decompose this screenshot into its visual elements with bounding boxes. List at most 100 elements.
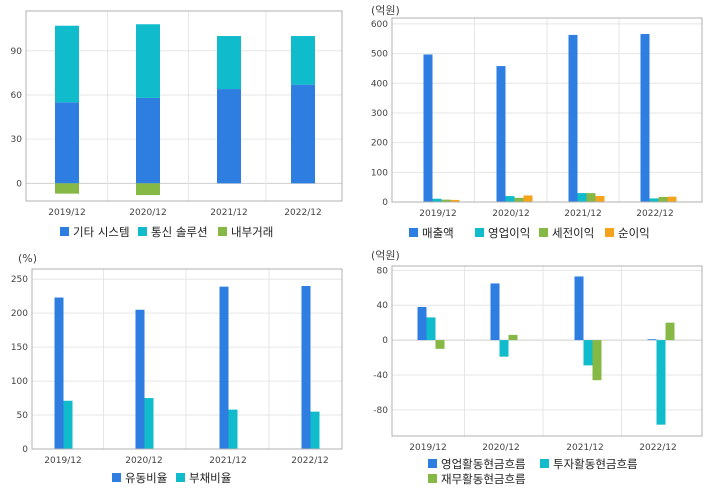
cashflow-chart: (억원) -80 -40 0 40 80 2019/12 2020/12 2021/12 2022… [371,249,703,486]
bar [301,285,311,449]
bar [435,340,445,349]
bar [144,398,154,449]
bar [135,309,145,449]
x-tick-label: 2021/12 [209,456,246,466]
bar [583,340,593,366]
bar [450,199,460,202]
x-tick-label: 2020/12 [482,443,519,453]
bar [658,196,668,202]
plot-frame [31,268,343,450]
plot-frame [25,10,343,202]
bar [592,340,602,381]
x-tick-label: 2019/12 [44,456,81,466]
bar [136,97,160,184]
legend-label: 세전이익 [552,226,594,240]
x-tick-label: 2021/12 [210,208,247,218]
bar [217,89,241,184]
bar [426,317,436,341]
unit-label: (억원) [371,4,400,17]
bar [490,283,500,341]
x-tick-label: 2021/12 [566,443,603,453]
bar [136,24,160,98]
legend-swatch [409,228,418,237]
legend-swatch [540,459,549,468]
legend: 유동비율 부채비율 [112,471,231,485]
bar [55,25,79,103]
x-tick-label: 2019/12 [409,443,446,453]
legend-label: 기타 시스템 [73,225,130,239]
bar [640,34,650,203]
x-tick-label: 2020/12 [492,209,529,219]
legend-swatch [218,227,227,236]
legend-swatch [428,474,437,483]
legend-swatch [605,228,614,237]
y-tick-label: 90 [11,47,23,57]
legend: 기타 시스템 통신 솔루션 내부거래 [60,225,273,239]
bar [665,322,675,341]
x-tick-label: 2022/12 [639,443,676,453]
bar [647,339,657,341]
y-tick-label: 0 [22,445,28,455]
bar [441,199,451,202]
plot-frame [391,17,703,203]
legend-swatch [112,473,121,482]
unit-label: (억원) [371,249,400,262]
bar [55,102,79,184]
y-tick-label: 100 [371,168,388,178]
y-tick-label: 150 [11,343,28,353]
bar [291,36,315,85]
y-tick-label: 40 [377,301,389,311]
bar [423,54,433,202]
x-tick-label: 2022/12 [636,209,673,219]
legend-label: 영업활동현금흐름 [441,457,526,471]
bar [508,334,518,341]
bar [577,193,587,202]
legend-label: 내부거래 [231,225,273,239]
bar [649,198,659,202]
bar [310,411,320,449]
x-tick-label: 2019/12 [48,208,85,218]
legend-swatch [138,227,147,236]
bar [417,306,427,341]
y-tick-label: -40 [373,371,388,381]
plot-frame [391,265,703,437]
y-tick-label: 60 [11,91,23,101]
y-tick-label: -80 [373,406,388,416]
y-tick-label: 50 [17,411,29,421]
bar [568,34,578,202]
y-tick-label: 0 [382,336,388,346]
bar [217,36,241,90]
bar [499,340,509,357]
bar [136,183,160,196]
legend-swatch [60,227,69,236]
bar [586,193,596,202]
y-tick-label: 600 [371,20,388,30]
bar [496,66,506,202]
unit-label: (%) [18,252,37,265]
y-tick-label: 100 [11,377,28,387]
x-tick-label: 2021/12 [564,209,601,219]
y-tick-label: 0 [16,179,22,189]
bar [291,84,315,184]
x-tick-label: 2022/12 [291,456,328,466]
legend-label: 순이익 [618,226,650,240]
y-tick-label: 250 [11,275,28,285]
x-tick-label: 2020/12 [129,208,166,218]
bar [432,198,442,202]
y-tick-label: 200 [371,139,388,149]
y-tick-label: 30 [11,135,23,145]
income-chart: (억원) 0 100 200 300 400 500 600 2019/12 2020/12 202… [371,4,703,240]
legend-swatch [428,459,437,468]
y-tick-label: 0 [382,198,388,208]
revenue-composition-chart: 0 30 60 90 2019/12 2020/12 2021/12 2022/12 기타 시스… [11,10,343,239]
bar [505,196,515,202]
bar [667,196,677,202]
bar [574,276,584,341]
y-tick-label: 500 [371,50,388,60]
legend: 매출액 영업이익 세전이익 순이익 [409,226,650,240]
legend-label: 영업이익 [488,226,530,240]
y-tick-label: 200 [11,309,28,319]
bar [54,297,64,449]
legend-label: 재무활동현금흐름 [441,472,526,486]
